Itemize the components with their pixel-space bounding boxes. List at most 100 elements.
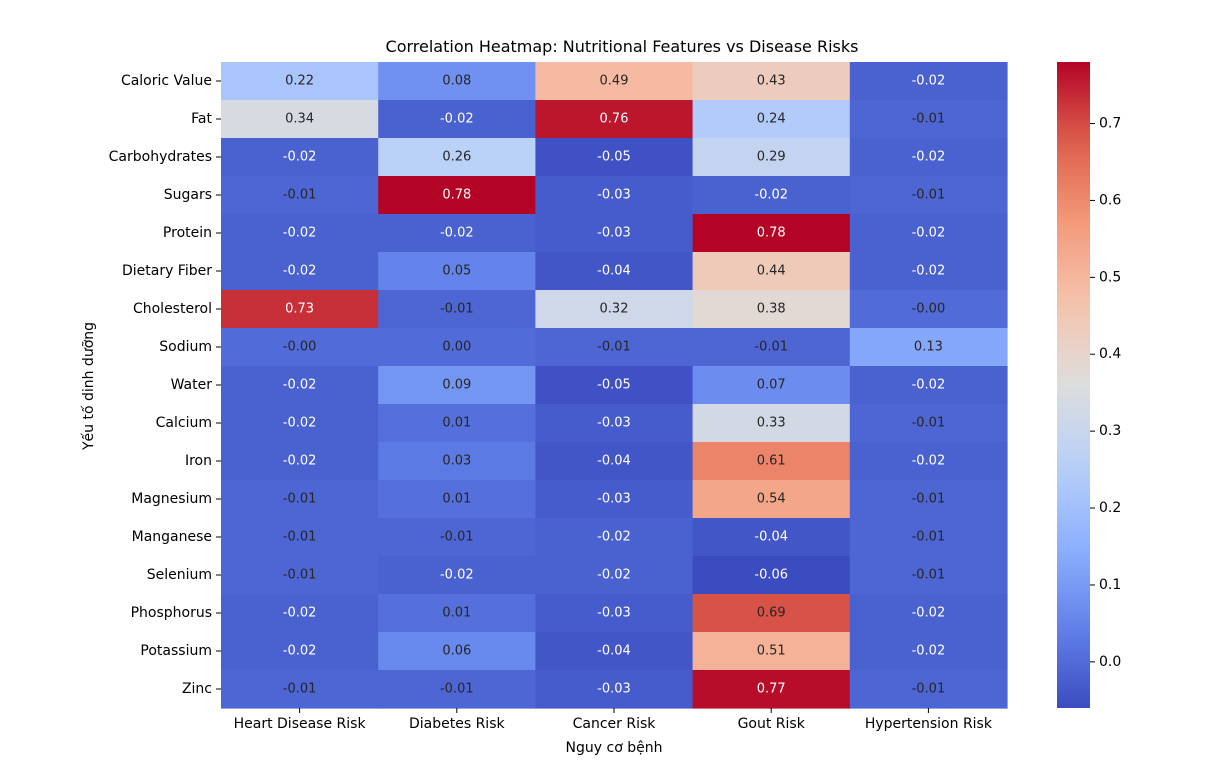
heatmap-cell: [378, 632, 536, 671]
cell-value-label: -0.01: [283, 530, 317, 545]
heatmap-cell: [692, 670, 851, 709]
colorbar-gradient: [1057, 62, 1090, 708]
heatmap-cell: [692, 252, 851, 291]
heatmap-cell: [849, 632, 1008, 671]
heatmap-cell: [378, 404, 536, 443]
cell-value-label: -0.02: [283, 226, 317, 241]
row-tick-label: Selenium: [147, 567, 212, 583]
cell-value-label: 0.08: [442, 74, 471, 89]
cell-value-label: -0.00: [912, 302, 946, 317]
heatmap-cell: [692, 138, 851, 177]
colorbar-tick-label: 0.0: [1099, 654, 1121, 670]
colorbar-tick-label: 0.5: [1099, 269, 1121, 285]
column-tick-label: Cancer Risk: [573, 716, 657, 732]
heatmap-cell: [849, 176, 1008, 215]
cell-value-label: 0.26: [442, 150, 471, 165]
cell-value-label: 0.07: [757, 378, 786, 393]
heatmap-cell: [221, 214, 379, 253]
cell-value-label: -0.05: [597, 378, 631, 393]
cell-value-label: -0.01: [912, 112, 946, 127]
cell-value-label: 0.24: [757, 112, 786, 127]
cell-value-label: -0.01: [440, 682, 474, 697]
cell-value-label: -0.01: [912, 188, 946, 203]
heatmap-cell: [535, 366, 694, 405]
cell-value-label: -0.01: [440, 302, 474, 317]
row-tick-label: Cholesterol: [133, 301, 212, 317]
heatmap-cell: [849, 100, 1008, 139]
heatmap-cell: [849, 138, 1008, 177]
cell-value-label: 0.44: [757, 264, 786, 279]
column-tick-label: Hypertension Risk: [865, 716, 993, 732]
cell-value-label: -0.03: [597, 682, 631, 697]
cell-value-label: 0.32: [600, 302, 629, 317]
heatmap-cell: [535, 138, 694, 177]
heatmap-cell: [378, 138, 536, 177]
heatmap-cell: [378, 366, 536, 405]
cell-value-label: -0.02: [283, 416, 317, 431]
row-tick-label: Zinc: [182, 681, 212, 697]
cell-value-label: 0.22: [285, 74, 314, 89]
y-axis-label: Yếu tố dinh dưỡng: [80, 322, 97, 451]
cell-value-label: 0.69: [757, 606, 786, 621]
cell-value-label: -0.02: [597, 568, 631, 583]
heatmap-cell: [535, 62, 694, 101]
cell-value-label: -0.01: [283, 682, 317, 697]
cell-value-label: -0.03: [597, 226, 631, 241]
cell-value-label: -0.02: [754, 188, 788, 203]
heatmap-cell: [221, 442, 379, 481]
heatmap-cell: [221, 366, 379, 405]
heatmap-cell: [849, 366, 1008, 405]
heatmap-cell: [692, 176, 851, 215]
row-tick-label: Sugars: [164, 187, 212, 203]
cell-value-label: 0.38: [757, 302, 786, 317]
cell-value-label: 0.13: [914, 340, 943, 355]
heatmap-cell: [535, 404, 694, 443]
cell-value-label: 0.76: [600, 112, 629, 127]
heatmap-cell: [535, 214, 694, 253]
cell-value-label: -0.03: [597, 416, 631, 431]
heatmap-cell: [849, 404, 1008, 443]
cell-value-label: -0.02: [283, 644, 317, 659]
cell-value-label: -0.04: [597, 264, 631, 279]
heatmap-cell: [692, 290, 851, 329]
heatmap-cell: [692, 100, 851, 139]
heatmap-cell: [692, 518, 851, 557]
cell-value-label: -0.03: [597, 606, 631, 621]
heatmap-cell: [221, 290, 379, 329]
row-tick-label: Fat: [191, 111, 212, 127]
heatmap-cell: [221, 594, 379, 633]
heatmap-cell: [692, 214, 851, 253]
heatmap-cell: [378, 290, 536, 329]
heatmap-cell: [378, 480, 536, 519]
heatmap-cell: [221, 138, 379, 177]
cell-value-label: -0.02: [912, 378, 946, 393]
colorbar-tick-label: 0.1: [1099, 577, 1121, 593]
heatmap-cell: [535, 328, 694, 367]
heatmap-cell: [849, 670, 1008, 709]
colorbar-tick-label: 0.2: [1099, 500, 1121, 516]
heatmap-cell: [535, 442, 694, 481]
cell-value-label: -0.02: [283, 606, 317, 621]
cell-value-label: -0.01: [912, 568, 946, 583]
row-tick-label: Dietary Fiber: [122, 263, 212, 279]
heatmap-cell: [692, 328, 851, 367]
row-tick-label: Manganese: [132, 529, 212, 545]
cell-value-label: 0.34: [285, 112, 314, 127]
heatmap-cell: [221, 556, 379, 595]
cell-value-label: 0.73: [285, 302, 314, 317]
cell-value-label: -0.04: [597, 644, 631, 659]
heatmap-cell: [849, 480, 1008, 519]
row-tick-labels: Caloric Value Fat Carbohydrates Sugars Prote…: [109, 73, 221, 697]
row-tick-label: Potassium: [140, 643, 212, 659]
cell-value-label: -0.02: [597, 530, 631, 545]
cell-value-label: -0.03: [597, 188, 631, 203]
heatmap-cell: [221, 518, 379, 557]
heatmap-cells: [221, 62, 1008, 709]
heatmap-cell: [221, 100, 379, 139]
heatmap-cell: [378, 442, 536, 481]
x-axis-label: Nguy cơ bệnh: [566, 740, 663, 756]
heatmap-cell: [378, 100, 536, 139]
heatmap-cell: [849, 214, 1008, 253]
heatmap-cell: [378, 176, 536, 215]
cell-value-label: -0.02: [912, 226, 946, 241]
